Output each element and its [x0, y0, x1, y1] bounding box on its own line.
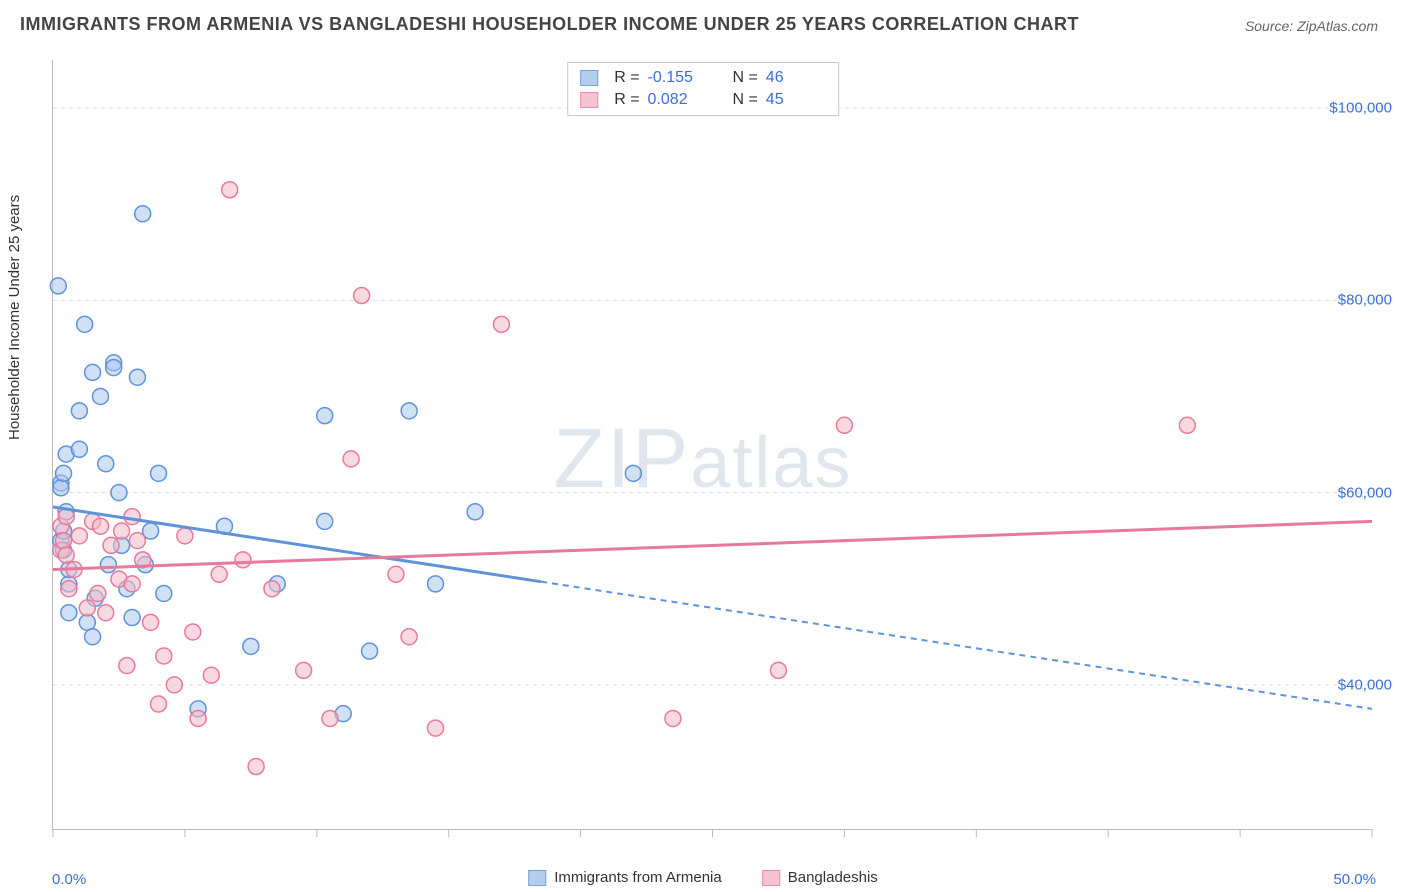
chart-svg: [53, 60, 1372, 829]
y-tick-label: $60,000: [1338, 484, 1392, 501]
y-tick-label: $40,000: [1338, 676, 1392, 693]
stats-legend-row: R = 0.082 N = 45: [580, 89, 826, 111]
x-max-label: 50.0%: [1333, 871, 1376, 888]
legend-label: Bangladeshis: [788, 869, 878, 886]
y-tick-label: $100,000: [1329, 100, 1392, 117]
legend-label: Immigrants from Armenia: [554, 869, 722, 886]
swatch-icon: [580, 92, 598, 108]
swatch-icon: [580, 70, 598, 86]
series-legend: Immigrants from Armenia Bangladeshis: [528, 869, 878, 886]
plot-area: [52, 60, 1372, 830]
y-tick-label: $80,000: [1338, 292, 1392, 309]
legend-item: Immigrants from Armenia: [528, 869, 722, 886]
chart-title: IMMIGRANTS FROM ARMENIA VS BANGLADESHI H…: [20, 14, 1079, 35]
stats-legend-row: R = -0.155 N = 46: [580, 67, 826, 89]
swatch-icon: [762, 870, 780, 886]
x-min-label: 0.0%: [52, 871, 86, 888]
legend-item: Bangladeshis: [762, 869, 878, 886]
swatch-icon: [528, 870, 546, 886]
y-axis-label: Householder Income Under 25 years: [6, 195, 23, 440]
source-label: Source: ZipAtlas.com: [1245, 18, 1378, 34]
stats-legend: R = -0.155 N = 46R = 0.082 N = 45: [567, 62, 839, 116]
